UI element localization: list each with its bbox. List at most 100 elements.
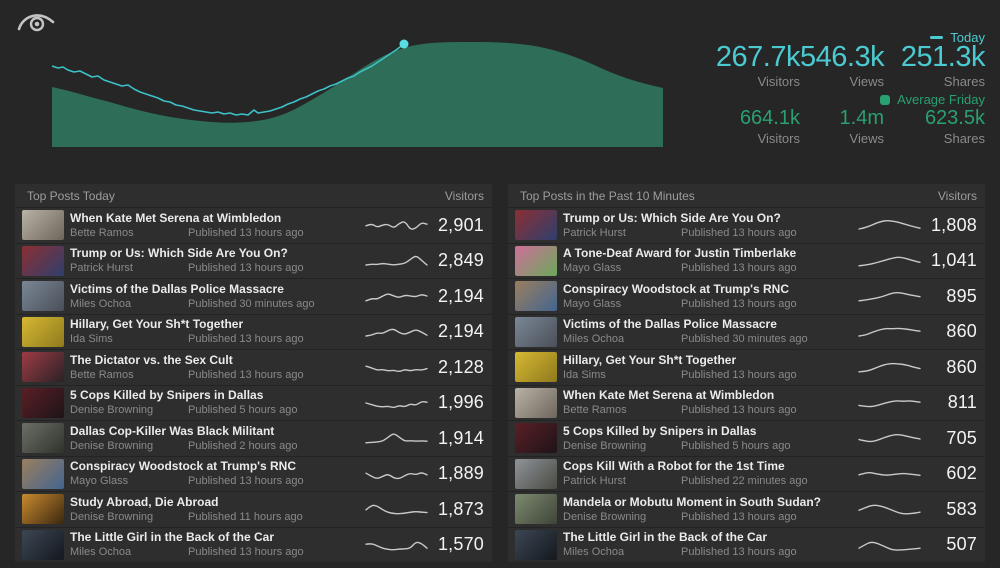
post-row[interactable]: Victims of the Dallas Police Massacre Mi… [508, 313, 985, 350]
post-title: 5 Cops Killed by Snipers in Dallas [563, 423, 757, 438]
post-meta: Victims of the Dallas Police Massacre Mi… [563, 317, 858, 346]
stat-today-views: 546.3k Views [800, 43, 885, 90]
post-row[interactable]: The Little Girl in the Back of the Car M… [15, 526, 492, 563]
post-visitors: 895 [946, 285, 977, 306]
post-visitors: 705 [946, 427, 977, 448]
post-row[interactable]: A Tone-Deaf Award for Justin Timberlake … [508, 242, 985, 279]
post-sparkline [365, 400, 428, 408]
post-sparkline [365, 433, 428, 444]
post-published: Published 13 hours ago [681, 262, 797, 275]
post-published: Published 13 hours ago [188, 333, 304, 346]
post-thumbnail [22, 529, 64, 560]
post-title: Trump or Us: Which Side Are You On? [563, 210, 781, 225]
stat-value: 664.1k [739, 107, 800, 129]
post-visitors: 860 [946, 356, 977, 377]
post-title: The Little Girl in the Back of the Car [563, 530, 768, 545]
post-sparkline [365, 541, 428, 551]
post-author: Miles Ochoa [563, 546, 625, 559]
legend-average-label: Average Friday [897, 92, 985, 107]
stat-average-shares: 623.5k Shares [884, 107, 985, 146]
post-row[interactable]: Mandela or Mobutu Moment in South Sudan?… [508, 491, 985, 527]
post-published: Published 13 hours ago [681, 510, 797, 523]
legend-today-label: Today [950, 30, 985, 45]
post-row[interactable]: The Little Girl in the Back of the Car M… [508, 526, 985, 563]
post-visitors: 2,901 [437, 214, 484, 235]
post-thumbnail [515, 352, 557, 383]
post-row[interactable]: Trump or Us: Which Side Are You On? Patr… [508, 207, 985, 243]
stat-value: 623.5k [924, 107, 985, 129]
post-sparkline [858, 220, 921, 230]
stat-value: 267.7k [715, 41, 801, 73]
post-list: When Kate Met Serena at Wimbledon Bette … [15, 207, 492, 562]
post-published: Published 13 hours ago [681, 404, 797, 417]
post-meta: The Dictator vs. the Sex Cult Bette Ramo… [70, 353, 365, 382]
post-meta: Victims of the Dallas Police Massacre Mi… [70, 282, 365, 311]
post-title: 5 Cops Killed by Snipers in Dallas [70, 388, 264, 403]
post-meta: Study Abroad, Die Abroad Denise Browning… [70, 495, 365, 524]
visitors-column-header: Visitors [937, 188, 977, 203]
post-title: Study Abroad, Die Abroad [70, 494, 219, 509]
stat-label: Views [849, 131, 884, 146]
post-author: Bette Ramos [563, 404, 627, 417]
post-author: Denise Browning [70, 510, 154, 523]
post-thumbnail [515, 316, 557, 347]
post-title: Cops Kill With a Robot for the 1st Time [563, 459, 785, 474]
post-author: Miles Ochoa [70, 297, 132, 310]
post-row[interactable]: Conspiracy Woodstock at Trump's RNC Mayo… [15, 455, 492, 492]
post-row[interactable]: Cops Kill With a Robot for the 1st Time … [508, 455, 985, 492]
post-row[interactable]: Hillary, Get Your Sh*t Together Ida Sims… [15, 313, 492, 350]
post-meta: Trump or Us: Which Side Are You On? Patr… [563, 211, 858, 240]
eye-logo-icon[interactable] [16, 8, 56, 36]
stat-value: 1.4m [839, 107, 884, 129]
post-thumbnail [515, 529, 557, 560]
post-visitors: 1,873 [437, 498, 484, 519]
post-sparkline [858, 399, 921, 407]
post-sparkline [858, 363, 921, 373]
top-posts-today-panel: Top Posts Today Visitors When Kate Met S… [15, 184, 492, 562]
post-meta: Cops Kill With a Robot for the 1st Time … [563, 459, 858, 488]
post-author: Patrick Hurst [563, 475, 626, 488]
post-meta: The Little Girl in the Back of the Car M… [70, 530, 365, 559]
post-visitors: 860 [946, 321, 977, 342]
post-row[interactable]: When Kate Met Serena at Wimbledon Bette … [15, 207, 492, 243]
stat-average-views: 1.4m Views [800, 107, 884, 146]
post-row[interactable]: 5 Cops Killed by Snipers in Dallas Denis… [508, 420, 985, 456]
post-author: Miles Ochoa [70, 546, 132, 559]
post-row[interactable]: Hillary, Get Your Sh*t Together Ida Sims… [508, 349, 985, 385]
post-visitors: 602 [946, 463, 977, 484]
post-visitors: 1,041 [930, 250, 977, 271]
post-row[interactable]: The Dictator vs. the Sex Cult Bette Ramo… [15, 349, 492, 385]
post-visitors: 1,889 [437, 463, 484, 484]
post-row[interactable]: Conspiracy Woodstock at Trump's RNC Mayo… [508, 278, 985, 314]
post-title: Hillary, Get Your Sh*t Together [563, 352, 737, 367]
post-row[interactable]: Trump or Us: Which Side Are You On? Patr… [15, 242, 492, 279]
post-thumbnail [22, 458, 64, 489]
post-row[interactable]: Victims of the Dallas Police Massacre Mi… [15, 278, 492, 314]
post-title: Dallas Cop-Killer Was Black Militant [70, 423, 275, 438]
post-sparkline [365, 504, 428, 515]
post-published: Published 13 hours ago [681, 368, 797, 381]
legend-average-friday: Average Friday [880, 92, 985, 107]
post-published: Published 13 hours ago [188, 368, 304, 381]
post-row[interactable]: Study Abroad, Die Abroad Denise Browning… [15, 491, 492, 527]
panel-header: Top Posts Today Visitors [15, 184, 492, 207]
post-list: Trump or Us: Which Side Are You On? Patr… [508, 207, 985, 562]
post-title: Trump or Us: Which Side Are You On? [70, 246, 288, 261]
post-meta: Trump or Us: Which Side Are You On? Patr… [70, 246, 365, 275]
post-row[interactable]: When Kate Met Serena at Wimbledon Bette … [508, 384, 985, 421]
post-author: Miles Ochoa [563, 333, 625, 346]
post-author: Denise Browning [563, 439, 647, 452]
post-author: Mayo Glass [70, 475, 129, 488]
post-visitors: 2,194 [437, 285, 484, 306]
stat-today-visitors: 267.7k Visitors [710, 41, 801, 90]
post-visitors: 811 [947, 392, 977, 413]
post-visitors: 507 [946, 534, 977, 555]
post-visitors: 1,996 [437, 392, 484, 413]
post-thumbnail [22, 245, 64, 276]
stat-label: Views [849, 74, 884, 89]
post-sparkline [365, 472, 428, 479]
post-thumbnail [22, 316, 64, 347]
post-row[interactable]: Dallas Cop-Killer Was Black Militant Den… [15, 420, 492, 456]
stat-label: Visitors [757, 131, 800, 146]
post-row[interactable]: 5 Cops Killed by Snipers in Dallas Denis… [15, 384, 492, 421]
